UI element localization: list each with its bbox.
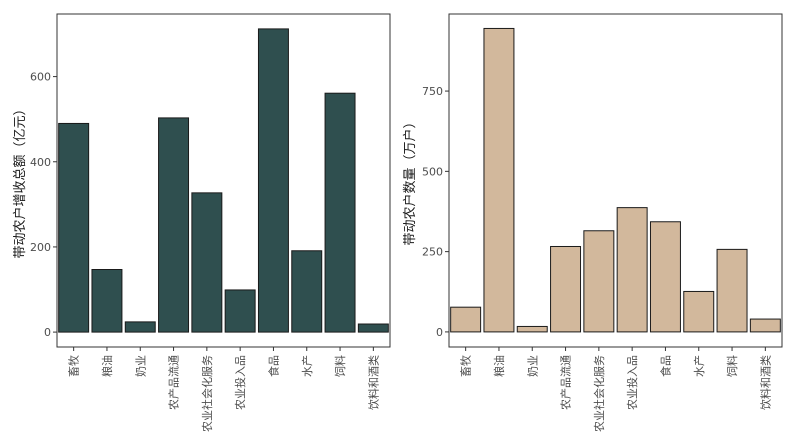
y-tick-label: 750 <box>422 85 443 98</box>
bar-5 <box>191 192 223 333</box>
y-tick-label: 500 <box>422 165 443 178</box>
bar-10 <box>357 323 389 333</box>
y-tick-label: 200 <box>30 241 51 254</box>
x-tick-label: 畜牧 <box>459 355 473 377</box>
y-tick-label: 0 <box>44 326 51 339</box>
right-chart: 畜牧 粮油 奶业 农产品流通 农业社会化服务 农业投入品 食品 水产 饲料 饮料和酒类 0 250 50… <box>402 13 783 432</box>
bar-8 <box>683 290 715 333</box>
bar-8 <box>291 250 323 333</box>
x-tick-label: 畜牧 <box>67 355 81 377</box>
y-tick-label: 400 <box>30 156 51 169</box>
bar-2 <box>483 27 515 333</box>
x-tick-label: 粮油 <box>492 355 506 377</box>
bar-6 <box>224 289 256 333</box>
y-axis-title: 带动农户增收总额（亿元） <box>12 102 28 258</box>
x-tick-label: 水产 <box>300 355 314 377</box>
x-tick-label: 农业投入品 <box>625 355 639 410</box>
x-tick-label: 饲料 <box>725 355 739 377</box>
y-axis-title: 带动农户数量（万户） <box>402 115 418 245</box>
bar-7 <box>257 28 289 333</box>
x-tick-label: 食品 <box>658 355 672 377</box>
x-tick-label: 农产品流通 <box>559 355 573 410</box>
bar-7 <box>649 221 681 333</box>
x-tick-label: 饲料 <box>333 355 347 377</box>
x-tick-label: 饮料和酒类 <box>366 355 380 410</box>
bar-6 <box>616 207 648 333</box>
bar-2 <box>91 269 123 333</box>
y-tick-label: 250 <box>422 246 443 259</box>
bar-4 <box>158 117 190 333</box>
left-chart: 畜牧 粮油 奶业 农产品流通 农业社会化服务 农业投入品 食品 水产 饲料 饮料和酒类 0 200 40… <box>12 13 391 432</box>
bar-3 <box>516 325 548 333</box>
x-tick-label: 奶业 <box>133 355 147 377</box>
x-tick-label: 农业社会化服务 <box>592 355 606 432</box>
x-tick-label: 农业社会化服务 <box>200 355 214 432</box>
bar-9 <box>324 92 356 333</box>
y-tick-label: 600 <box>30 71 51 84</box>
bar-1 <box>58 122 90 333</box>
x-tick-label: 奶业 <box>525 355 539 377</box>
bar-3 <box>124 321 156 333</box>
bar-4 <box>550 245 582 333</box>
bar-5 <box>583 230 615 333</box>
y-tick-label: 0 <box>436 326 443 339</box>
x-tick-label: 饮料和酒类 <box>758 355 772 410</box>
bar-1 <box>450 306 482 333</box>
bar-10 <box>749 318 781 333</box>
x-tick-label: 农业投入品 <box>233 355 247 410</box>
x-tick-label: 水产 <box>692 355 706 377</box>
bar-9 <box>716 248 748 333</box>
x-tick-label: 农产品流通 <box>167 355 181 410</box>
x-tick-label: 食品 <box>266 355 280 377</box>
x-tick-label: 粮油 <box>100 355 114 377</box>
